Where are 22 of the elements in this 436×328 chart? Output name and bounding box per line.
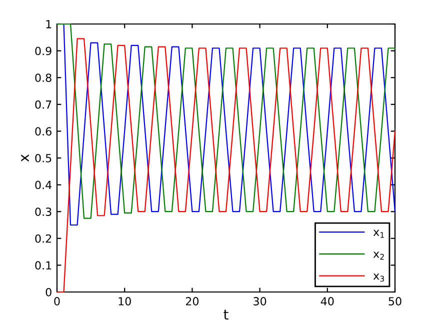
x-tick-label: 20 [186,297,199,306]
y-tick-label: 0.7 [35,100,52,109]
x-tick-label: 30 [254,297,266,306]
y-tick-label: 0.2 [35,234,52,243]
legend-label: x$_{1}$ [373,230,384,238]
legend-label: x$_{2}$ [373,252,384,260]
legend-label: x$_{3}$ [373,274,384,282]
x-tick-label: 0 [54,297,60,306]
x-tick-label: 40 [320,297,334,306]
y-tick-label: 0.3 [35,208,52,216]
y-tick-label: 1 [46,20,52,28]
x-tick-label: 10 [118,297,131,306]
x-tick-label: 50 [388,297,402,306]
y-axis-title: x [21,154,29,162]
y-tick-label: 0.6 [35,127,52,136]
y-tick-label: 0.1 [35,261,52,270]
y-tick-label: 0.8 [35,74,52,82]
y-tick-label: 0.5 [35,154,52,162]
y-tick-label: 0.4 [35,180,52,190]
x-axis-title: t [224,310,228,320]
y-tick-label: 0.9 [35,46,52,56]
y-tick-label: 0 [46,288,52,296]
